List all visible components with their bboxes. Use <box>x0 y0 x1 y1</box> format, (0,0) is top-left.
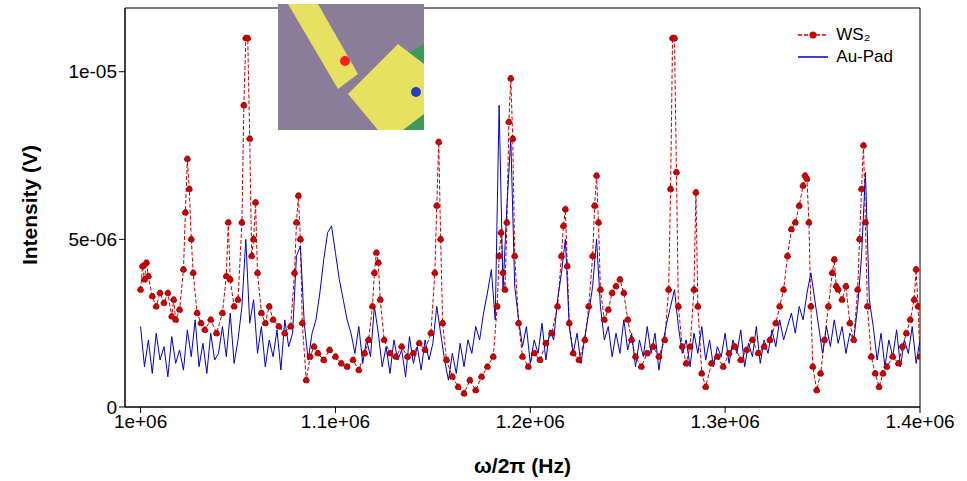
svg-text:5e-06: 5e-06 <box>68 229 117 250</box>
html-text:Au-Pad: Au-Pad <box>836 47 893 66</box>
svg-text:0: 0 <box>106 397 117 418</box>
svg-text:1e+06: 1e+06 <box>114 411 167 432</box>
svg-text:1.2e+06: 1.2e+06 <box>496 411 565 432</box>
html-text:Intensity (V): Intensity (V) <box>18 144 41 266</box>
svg-text:ω/2π (Hz): ω/2π (Hz) <box>474 454 571 477</box>
svg-text:1.3e+06: 1.3e+06 <box>691 411 760 432</box>
html-text:WS₂: WS₂ <box>836 25 871 44</box>
svg-text:1.1e+06: 1.1e+06 <box>301 411 370 432</box>
svg-text:1e-05: 1e-05 <box>68 61 117 82</box>
svg-text:1.4e+06: 1.4e+06 <box>885 411 954 432</box>
